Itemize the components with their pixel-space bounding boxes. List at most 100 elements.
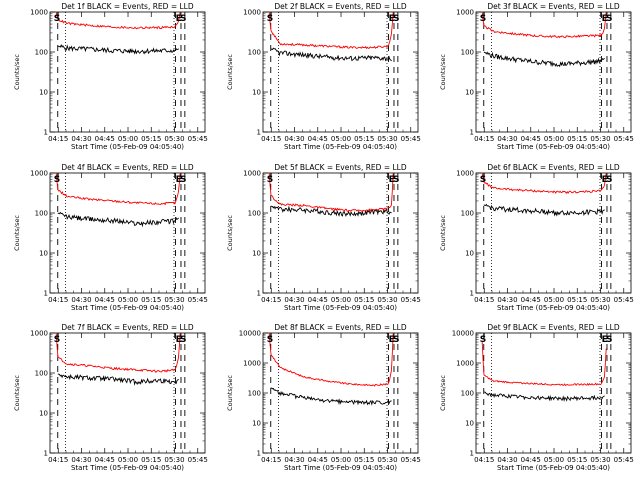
y-axis-label: Counts/sec <box>226 54 234 90</box>
x-axis-label: Start Time (05-Feb-09 04:05:40) <box>497 464 610 472</box>
x-axis-label: Start Time (05-Feb-09 04:05:40) <box>284 304 397 312</box>
plot-panel: Det 8f BLACK = Events, RED = LLD Counts/s… <box>226 323 421 472</box>
x-tick-label: 04:30 <box>71 296 91 304</box>
segment-marker-label: S <box>180 335 186 345</box>
x-tick-label: 04:45 <box>308 296 328 304</box>
x-tick-label: 04:30 <box>284 296 304 304</box>
x-tick-label: 05:00 <box>544 296 564 304</box>
y-tick-label: 1 <box>257 290 261 298</box>
y-tick-label: 10 <box>465 420 474 428</box>
y-tick-label: 100 <box>248 390 261 398</box>
y-tick-label: 10 <box>39 250 48 258</box>
y-tick-label: 1000 <box>30 170 48 178</box>
x-tick-label: 04:15 <box>474 135 494 143</box>
lld-trace <box>481 341 607 387</box>
x-tick-label: 04:15 <box>261 456 281 464</box>
segment-marker-label: S <box>267 335 273 345</box>
plot-panel: Det 4f BLACK = Events, RED = LLD Counts/s… <box>13 163 208 312</box>
y-tick-label: 10 <box>465 89 474 97</box>
x-tick-label: 05:45 <box>188 296 208 304</box>
x-tick-label: 05:45 <box>614 296 634 304</box>
y-tick-label: 1000 <box>243 170 261 178</box>
y-tick-label: 1 <box>470 129 474 137</box>
plot-frame <box>49 11 206 133</box>
x-tick-label: 05:30 <box>590 135 610 143</box>
x-tick-label: 05:15 <box>354 135 374 143</box>
y-tick-label: 10000 <box>452 330 474 338</box>
x-tick-label: 05:30 <box>164 456 184 464</box>
y-tick-label: 100 <box>35 49 48 57</box>
segment-marker-label: E <box>602 14 608 24</box>
y-tick-label: 1 <box>44 129 48 137</box>
events-trace <box>57 211 179 228</box>
segment-marker-label: S <box>393 335 399 345</box>
x-axis-label: Start Time (05-Feb-09 04:05:40) <box>71 464 184 472</box>
x-tick-label: 04:30 <box>497 296 517 304</box>
lld-trace <box>481 172 607 195</box>
lld-trace <box>268 332 394 387</box>
x-tick-label: 04:15 <box>48 456 68 464</box>
plot-frame <box>262 172 419 294</box>
y-tick-label: 100 <box>461 390 474 398</box>
y-tick-label: 1000 <box>456 360 474 368</box>
y-tick-label: 100 <box>461 210 474 218</box>
x-tick-label: 05:00 <box>118 135 138 143</box>
segment-marker-label: S <box>180 175 186 185</box>
x-tick-label: 05:00 <box>331 135 351 143</box>
x-tick-label: 04:30 <box>71 456 91 464</box>
y-axis-label: Counts/sec <box>13 215 21 251</box>
x-tick-label: 04:15 <box>474 456 494 464</box>
x-tick-label: 05:45 <box>401 456 421 464</box>
y-tick-label: 100 <box>248 210 261 218</box>
lld-trace <box>55 172 181 206</box>
y-tick-label: 1000 <box>30 9 48 17</box>
y-tick-label: 10000 <box>239 330 261 338</box>
x-tick-label: 05:30 <box>377 456 397 464</box>
y-axis-label: Counts/sec <box>439 54 447 90</box>
x-tick-label: 05:30 <box>164 296 184 304</box>
x-tick-label: 05:15 <box>354 296 374 304</box>
plot-title: Det 4f BLACK = Events, RED = LLD <box>61 163 194 172</box>
x-tick-label: 05:45 <box>614 135 634 143</box>
x-tick-label: 04:15 <box>261 135 281 143</box>
plot-frame <box>262 11 419 133</box>
segment-marker-label: S <box>267 14 273 24</box>
x-axis-label: Start Time (05-Feb-09 04:05:40) <box>497 304 610 312</box>
x-tick-label: 05:15 <box>141 135 161 143</box>
segment-marker-label: S <box>54 14 60 24</box>
y-tick-label: 10 <box>252 420 261 428</box>
x-tick-label: 04:15 <box>261 296 281 304</box>
y-tick-label: 100 <box>248 49 261 57</box>
x-tick-label: 05:30 <box>590 456 610 464</box>
x-axis-label: Start Time (05-Feb-09 04:05:40) <box>284 143 397 151</box>
plot-title: Det 6f BLACK = Events, RED = LLD <box>487 163 620 172</box>
y-tick-label: 10 <box>465 250 474 258</box>
y-axis-label: Counts/sec <box>226 215 234 251</box>
events-trace <box>57 44 179 55</box>
plot-panel: Det 6f BLACK = Events, RED = LLD Counts/s… <box>439 163 634 312</box>
x-tick-label: 04:45 <box>95 456 115 464</box>
y-tick-label: 1 <box>257 129 261 137</box>
x-tick-label: 05:00 <box>118 296 138 304</box>
plot-frame <box>475 172 632 294</box>
segment-marker-label: S <box>393 175 399 185</box>
segment-marker-label: E <box>389 14 395 24</box>
plot-panel: Det 2f BLACK = Events, RED = LLD Counts/s… <box>226 2 421 151</box>
plot-title: Det 9f BLACK = Events, RED = LLD <box>487 323 620 332</box>
x-tick-label: 04:45 <box>521 456 541 464</box>
y-tick-label: 10 <box>252 250 261 258</box>
segment-marker-label: E <box>602 335 608 345</box>
segment-marker-label: S <box>606 175 612 185</box>
y-tick-label: 1 <box>257 450 261 458</box>
lld-trace <box>55 11 181 30</box>
y-tick-label: 100 <box>461 49 474 57</box>
y-tick-label: 1000 <box>243 360 261 368</box>
x-tick-label: 04:45 <box>521 296 541 304</box>
x-tick-label: 05:30 <box>590 296 610 304</box>
x-tick-label: 05:15 <box>567 296 587 304</box>
y-tick-label: 1000 <box>456 170 474 178</box>
segment-marker-label: S <box>480 14 486 24</box>
y-axis-label: Counts/sec <box>439 375 447 411</box>
segment-marker-label: S <box>480 335 486 345</box>
